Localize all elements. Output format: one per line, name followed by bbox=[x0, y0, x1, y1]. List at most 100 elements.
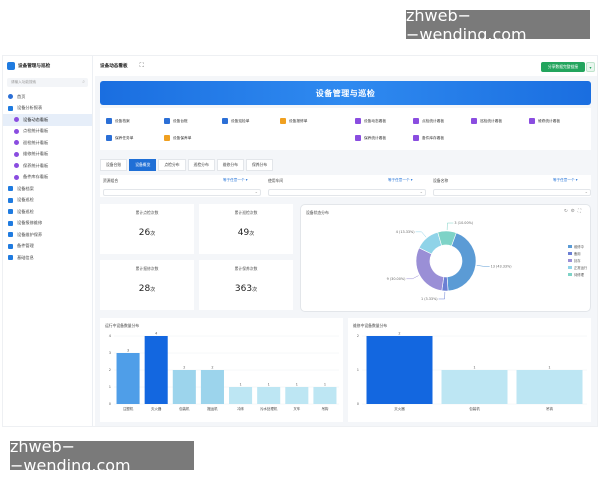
quick-link[interactable]: 备件库存看板 bbox=[413, 135, 444, 141]
folder-icon bbox=[8, 243, 13, 249]
sidebar-item[interactable]: 设备巡检 bbox=[3, 206, 92, 218]
quick-link[interactable]: 设备档案 bbox=[106, 118, 130, 124]
filter-operator-label: 等于任意一个 bbox=[388, 178, 410, 182]
share-button[interactable]: 分享数据完整链接 bbox=[541, 62, 585, 72]
tab[interactable]: 保养分布 bbox=[245, 159, 274, 171]
filter-operator-select[interactable]: 等于任意一个 ▾ bbox=[388, 178, 413, 183]
legend-item[interactable]: 待修理 bbox=[568, 271, 587, 278]
bar[interactable] bbox=[366, 336, 433, 404]
chart-icon bbox=[14, 140, 19, 146]
filter-value-input[interactable]: ⌄ bbox=[103, 189, 261, 196]
sidebar-item[interactable]: 基础信息 bbox=[3, 252, 92, 264]
tab[interactable]: 巡检分布 bbox=[187, 159, 215, 171]
bar[interactable] bbox=[516, 370, 583, 404]
quick-link[interactable]: 巡检统计看板 bbox=[471, 118, 502, 124]
y-tick-label: 0 bbox=[109, 402, 112, 406]
pie-legend: 维修中 备用 封存 正常运行 待修理 bbox=[568, 243, 587, 278]
folder-icon bbox=[8, 255, 13, 261]
sidebar-item[interactable]: 备件库存看板 bbox=[3, 172, 92, 184]
legend-item[interactable]: 封存 bbox=[568, 257, 587, 264]
bar-value-label: 2 bbox=[211, 366, 213, 370]
filter-group: 设备名称 等于任意一个 ▾ ⌄ bbox=[433, 178, 591, 196]
bar[interactable] bbox=[144, 336, 168, 404]
bar-value-label: 1 bbox=[296, 383, 298, 387]
quick-link-icon bbox=[106, 135, 112, 141]
sidebar-item[interactable]: 巡检统计看板 bbox=[3, 137, 92, 149]
tab[interactable]: 设备台账 bbox=[100, 159, 128, 171]
sidebar-item[interactable]: 保养统计看板 bbox=[3, 160, 92, 172]
filter-operator-select[interactable]: 等于任意一个 ▾ bbox=[553, 178, 578, 183]
x-tick-label: 搬运机 bbox=[207, 406, 218, 411]
pie-data-label: 9 (30.00%) bbox=[387, 277, 406, 281]
sidebar-item-label: 设备动态看板 bbox=[23, 116, 49, 122]
filter-value-input[interactable]: ⌄ bbox=[268, 189, 426, 196]
quick-link[interactable]: 设备动态看板 bbox=[355, 118, 386, 124]
quick-link[interactable]: 设备台账 bbox=[164, 118, 188, 124]
quick-link[interactable]: 设备报修单 bbox=[280, 118, 307, 124]
x-tick-label: 灭火器 bbox=[151, 406, 162, 411]
bar[interactable] bbox=[257, 387, 281, 404]
chevron-down-icon: ▾ bbox=[244, 178, 248, 182]
filter-value-input[interactable]: ⌄ bbox=[433, 189, 591, 196]
bar[interactable] bbox=[313, 387, 337, 404]
quick-link[interactable]: 设备巡检单 bbox=[222, 118, 249, 124]
sidebar-item[interactable]: 备件管理 bbox=[3, 241, 92, 253]
sidebar-search-input[interactable]: 请输入功能搜索 ⌕ bbox=[7, 78, 88, 87]
stat-value-wrap: 26次 bbox=[100, 228, 194, 238]
bar[interactable] bbox=[172, 370, 196, 404]
sidebar-item[interactable]: 首页 bbox=[3, 91, 92, 103]
bar[interactable] bbox=[116, 353, 140, 404]
chart-icon bbox=[14, 128, 19, 134]
stat-value-wrap: 28次 bbox=[100, 284, 194, 294]
app-logo-icon bbox=[7, 62, 15, 70]
sidebar-item[interactable]: 设备巡检 bbox=[3, 195, 92, 207]
filter-label: 设备名称 bbox=[433, 178, 449, 183]
quick-link[interactable]: 维修统计看板 bbox=[529, 118, 560, 124]
tab[interactable]: 设备概览 bbox=[129, 159, 157, 171]
stat-unit: 次 bbox=[249, 231, 255, 237]
filter-operator-select[interactable]: 等于任意一个 ▾ bbox=[223, 178, 248, 183]
pie-leader-line bbox=[476, 265, 490, 267]
chevron-down-icon[interactable]: ▾ bbox=[586, 62, 595, 72]
sidebar-item[interactable]: 点检统计看板 bbox=[3, 126, 92, 138]
sidebar-item[interactable]: 设备动态看板 bbox=[3, 114, 92, 126]
expand-icon[interactable]: ⛶ bbox=[139, 62, 144, 69]
settings-icon[interactable]: ⚙ bbox=[570, 209, 578, 214]
pie-slice[interactable] bbox=[437, 230, 457, 247]
running-devices-bar-chart: 0 1 2 3 4 3 注塑机 4 灭火器 2 包装机 2 搬运机 1 冲床 1 污水处理机 1 叉车 1 吊钩 bbox=[109, 332, 339, 411]
bar[interactable] bbox=[229, 387, 253, 404]
filter-group: 资源组合 等于任意一个 ▾ ⌄ bbox=[103, 178, 261, 196]
legend-item[interactable]: 备用 bbox=[568, 250, 587, 257]
sidebar-item[interactable]: 设备分析报表 bbox=[3, 103, 92, 115]
folder-icon bbox=[8, 209, 13, 215]
quick-link-icon bbox=[471, 118, 477, 124]
sidebar-item-label: 保养统计看板 bbox=[23, 162, 49, 168]
quick-link-label: 保养任务单 bbox=[115, 135, 134, 140]
bar[interactable] bbox=[285, 387, 309, 404]
running-devices-card: 运行中设备数量分布 0 1 2 3 4 3 注塑机 4 灭火器 2 包装机 2 搬运机 1 冲床 1 污水处理机… bbox=[100, 318, 343, 422]
pie-slice[interactable] bbox=[415, 247, 445, 292]
refresh-icon[interactable]: ↻ bbox=[564, 209, 571, 214]
quick-link-icon bbox=[529, 118, 535, 124]
quick-link[interactable]: 设备保养单 bbox=[164, 135, 191, 141]
sidebar-item[interactable]: 设备报修维修 bbox=[3, 218, 92, 230]
fullscreen-icon[interactable]: ⛶ bbox=[577, 209, 584, 214]
sidebar-item[interactable]: 设备档案 bbox=[3, 183, 92, 195]
pie-data-label: 4 (13.33%) bbox=[396, 230, 415, 234]
bar[interactable] bbox=[441, 370, 508, 404]
bar-value-label: 2 bbox=[183, 366, 185, 370]
bar[interactable] bbox=[200, 370, 224, 404]
app-title: 设备管理与巡检 bbox=[18, 64, 51, 69]
sidebar-item[interactable]: 设备维护保养 bbox=[3, 229, 92, 241]
quick-link[interactable]: 保养统计看板 bbox=[355, 135, 386, 141]
pie-leader-line bbox=[446, 222, 454, 231]
tab[interactable]: 点检分布 bbox=[158, 159, 186, 171]
bar-value-label: 4 bbox=[155, 332, 157, 336]
tab[interactable]: 维修分布 bbox=[216, 159, 244, 171]
legend-item[interactable]: 维修中 bbox=[568, 243, 587, 250]
quick-link[interactable]: 保养任务单 bbox=[106, 135, 133, 141]
legend-item[interactable]: 正常运行 bbox=[568, 264, 587, 271]
quick-link[interactable]: 点检统计看板 bbox=[413, 118, 444, 124]
sidebar-item[interactable]: 维修统计看板 bbox=[3, 149, 92, 161]
app-frame: 设备管理与巡检 请输入功能搜索 ⌕ 首页 设备分析报表 设备动态看板 点检统计看板 巡检… bbox=[2, 55, 598, 427]
